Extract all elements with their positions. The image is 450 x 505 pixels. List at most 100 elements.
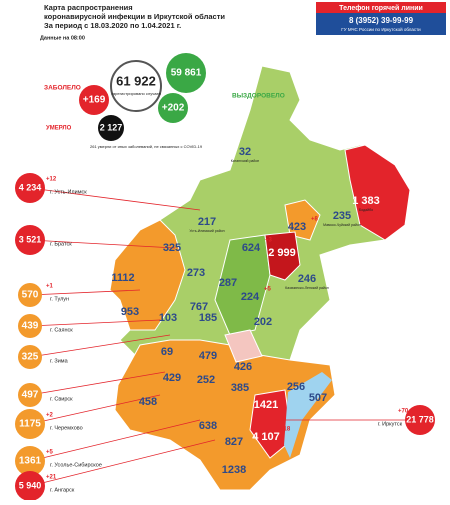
stat-died: 2 127: [100, 122, 123, 132]
region-value: 827: [225, 436, 243, 448]
region-value: 507: [309, 392, 327, 404]
city-name: г. Усть-Илимск: [50, 189, 87, 195]
city-value: 5 940: [19, 480, 42, 490]
region-value: 217: [198, 216, 216, 228]
city-circle: [18, 345, 42, 369]
stat-circle: [110, 60, 162, 112]
leader-line: [29, 289, 141, 296]
region-value: 273: [187, 267, 205, 279]
region-value: 235: [333, 210, 351, 222]
city-name: г. Тулун: [50, 296, 69, 302]
city-value: 1175: [19, 419, 41, 430]
region-delta: +18: [280, 427, 291, 433]
city-value: 4 234: [19, 182, 42, 192]
region-value: 385: [231, 382, 249, 394]
region-value: 256: [287, 381, 305, 393]
lake-baikal: [284, 372, 332, 458]
leader-line: [29, 334, 171, 358]
leader-line: [29, 371, 166, 396]
hotline-title: Телефон горячей линии: [339, 4, 423, 12]
city-circle: [405, 405, 435, 435]
city-circle: [15, 225, 45, 255]
leader-line: [29, 419, 201, 462]
region-name: Мамско-Чуйский район: [323, 223, 361, 227]
stat-label: ВЫЗДОРОВЕЛО: [232, 93, 285, 100]
city-name: г. Братск: [50, 241, 72, 247]
hotline-org: ГУ МЧС России по Иркутской области: [341, 26, 421, 32]
region-orange: [284, 199, 321, 241]
region-value: 103: [159, 312, 177, 324]
leader-line: [29, 394, 161, 425]
stat-caption: зарегистрировано случаев: [111, 91, 161, 96]
region-value: 638: [199, 420, 217, 432]
region-value: 1421: [254, 399, 278, 411]
city-name: г. Иркутск: [378, 421, 403, 427]
city-value: 21 778: [406, 414, 434, 424]
region-delta: +3: [265, 238, 273, 244]
city-name: г. Усолье-Сибирское: [50, 462, 102, 468]
region-value: 458: [139, 396, 157, 408]
city-circle: [15, 173, 45, 203]
city-name: г. Ангарск: [50, 487, 75, 493]
header-title: коронавирусной инфекции в Иркутской обла…: [44, 12, 225, 21]
city-circle: [15, 471, 45, 501]
city-value: 1361: [19, 456, 42, 467]
region-dark-red: [264, 231, 301, 281]
stat-recovered: 59 861: [171, 68, 202, 79]
stat-label: УМЕРЛО: [46, 126, 72, 132]
region-delta: +5: [264, 287, 272, 293]
leaders: [29, 187, 420, 487]
region-value: 224: [241, 291, 260, 303]
region-value: 479: [199, 350, 217, 362]
region-value: 32: [239, 146, 251, 158]
region-value: 1 383: [352, 195, 380, 207]
city-delta: +70: [398, 409, 409, 415]
header-title: За период с 18.03.2020 по 1.04.2021 г.: [44, 21, 181, 30]
region-name: Катангский район: [231, 159, 260, 163]
stat-circle: [158, 93, 188, 123]
region-pink: [224, 329, 263, 363]
city-delta: +2: [46, 413, 54, 419]
region-value: 252: [197, 374, 215, 386]
map: [109, 65, 411, 491]
region-value: 2 999: [268, 247, 296, 259]
city-delta: +5: [46, 450, 54, 456]
city-name: г. Зима: [50, 358, 69, 364]
city-delta: +12: [46, 177, 57, 183]
city-delta: +21: [46, 475, 57, 481]
region-value: 953: [121, 306, 139, 318]
city-value: 325: [22, 352, 39, 363]
leader-line: [29, 187, 201, 211]
city-name: г. Черемхово: [50, 425, 83, 431]
hotline-top: [316, 2, 446, 13]
region-name: Усть-Илимский район: [189, 229, 224, 233]
region-name: Бодайбо: [359, 208, 373, 212]
region-value: 185: [199, 312, 217, 324]
stat-circle: [166, 53, 206, 93]
city-circle: [18, 314, 42, 338]
region-value: 4 107: [252, 431, 280, 443]
region-delta: +8: [311, 217, 319, 223]
stat-circle: [98, 115, 124, 141]
city-value: 570: [22, 290, 39, 301]
city-circle: [18, 283, 42, 307]
region-name: Казачинско-Ленский район: [285, 286, 329, 290]
region-value: 1238: [222, 464, 246, 476]
city-delta: +1: [46, 284, 54, 290]
region-value: 429: [163, 372, 181, 384]
header-title: Карта распространения: [44, 3, 133, 12]
leader-line: [29, 239, 176, 249]
region-value: 426: [234, 361, 252, 373]
stat-delta: +169: [83, 95, 106, 106]
stat-total: 61 922: [116, 73, 156, 88]
leader-line: [29, 319, 161, 327]
region-value: 624: [242, 242, 261, 254]
header-note: Данные на 08:00: [40, 35, 85, 41]
region-value: 325: [163, 242, 181, 254]
region-red: [249, 389, 293, 459]
region-value: 202: [254, 316, 272, 328]
city-circle: [15, 409, 45, 439]
region-red: [344, 144, 411, 241]
